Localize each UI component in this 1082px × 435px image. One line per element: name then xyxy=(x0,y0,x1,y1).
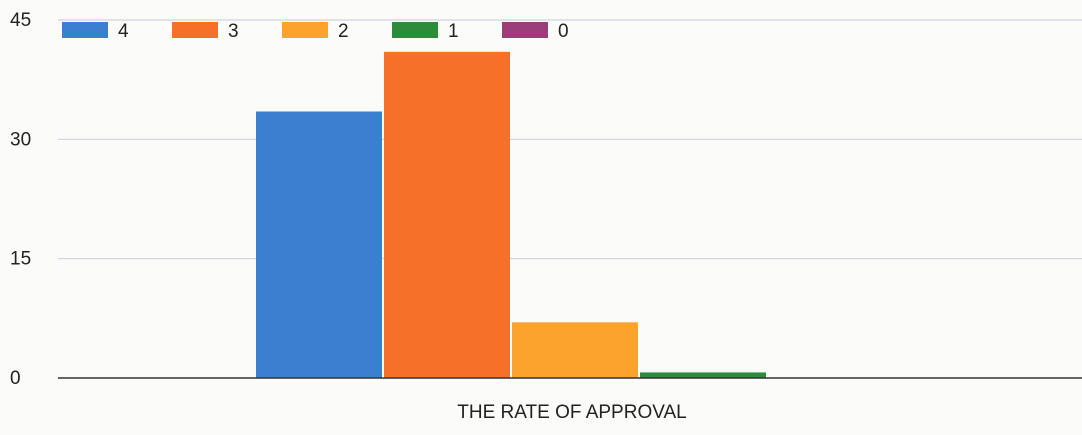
legend-label-2: 2 xyxy=(338,21,349,42)
x-category-label: THE RATE OF APPROVAL xyxy=(457,402,686,423)
y-axis-ticks: 0 15 30 45 xyxy=(10,10,31,389)
bar-series-3 xyxy=(384,51,510,378)
legend-label-4: 4 xyxy=(118,21,129,42)
bar-series-2 xyxy=(512,322,638,378)
legend-label-1: 1 xyxy=(448,21,459,42)
bar-series-1 xyxy=(640,372,766,378)
legend-label-0: 0 xyxy=(558,21,569,42)
legend-swatch-3 xyxy=(172,22,218,38)
x-axis-labels: THE RATE OF APPROVAL xyxy=(457,402,686,423)
legend-swatch-0 xyxy=(502,22,548,38)
y-tick-label: 15 xyxy=(10,249,31,270)
legend: 4 3 2 1 0 xyxy=(62,21,569,42)
bar-series-4 xyxy=(256,111,382,378)
bars xyxy=(256,51,766,378)
legend-label-3: 3 xyxy=(228,21,239,42)
legend-swatch-2 xyxy=(282,22,328,38)
y-tick-label: 0 xyxy=(10,368,21,389)
y-tick-label: 45 xyxy=(10,10,31,31)
gridlines xyxy=(58,19,1082,260)
legend-swatch-4 xyxy=(62,22,108,38)
legend-swatch-1 xyxy=(392,22,438,38)
y-tick-label: 30 xyxy=(10,129,31,150)
